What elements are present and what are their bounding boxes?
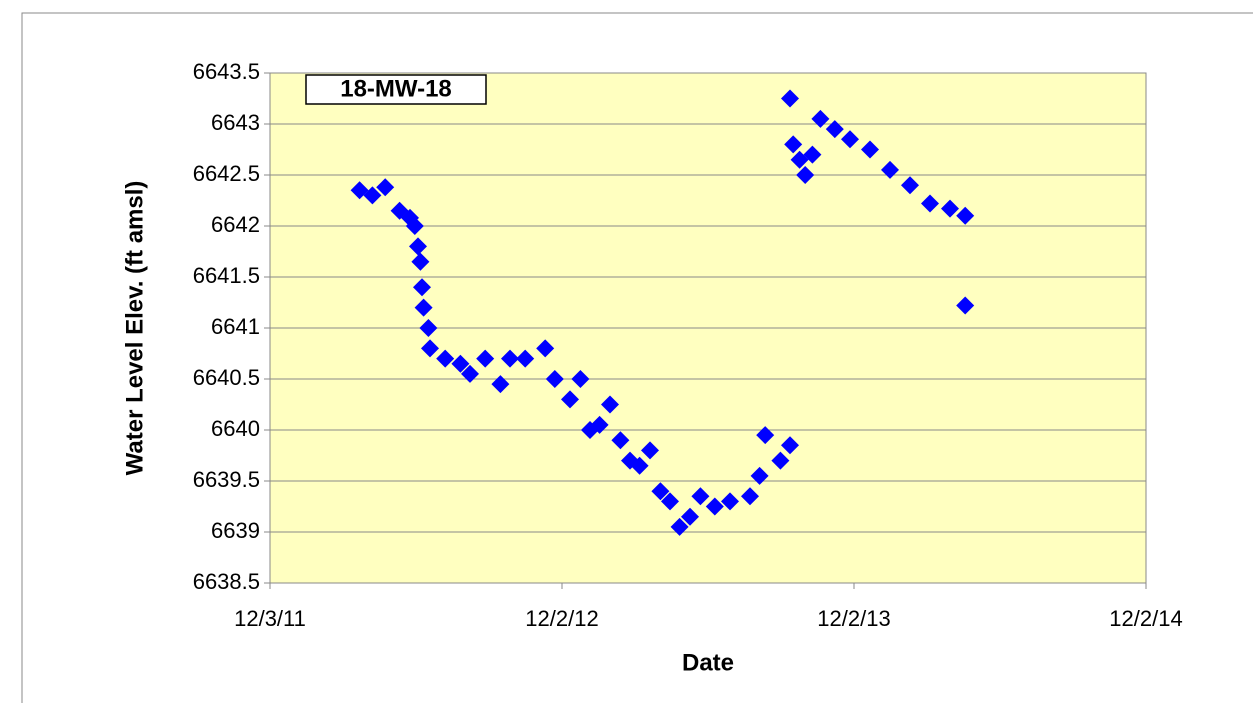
y-tick-label: 6641.5 xyxy=(193,263,260,288)
point xyxy=(516,349,535,368)
point xyxy=(741,487,759,506)
point xyxy=(670,517,689,536)
point xyxy=(436,349,455,368)
y-tick-label: 6639.5 xyxy=(193,467,260,492)
point xyxy=(409,237,427,256)
point xyxy=(414,298,433,317)
point xyxy=(451,354,470,373)
y-tick-label: 6638.5 xyxy=(193,569,260,594)
point xyxy=(956,296,975,315)
point xyxy=(611,431,630,450)
point xyxy=(825,120,844,139)
point xyxy=(756,426,775,445)
y-tick-label: 6643 xyxy=(211,110,260,135)
y-tick-label: 6642 xyxy=(211,212,260,237)
point xyxy=(476,349,495,368)
x-axis-title: Date xyxy=(682,649,734,676)
point xyxy=(811,109,830,128)
point xyxy=(956,206,975,225)
point xyxy=(691,487,710,506)
point xyxy=(803,145,822,164)
point xyxy=(461,364,479,383)
point xyxy=(419,319,438,337)
annotation-box xyxy=(305,74,487,105)
point xyxy=(881,160,899,179)
point xyxy=(796,166,815,184)
point xyxy=(363,186,382,205)
point xyxy=(630,456,649,475)
y-tick-label: 6643.5 xyxy=(193,59,260,84)
point xyxy=(921,194,939,213)
point xyxy=(501,349,519,368)
point xyxy=(376,178,395,197)
point xyxy=(545,370,564,388)
annotation: 18-MW-18 xyxy=(340,75,452,102)
point xyxy=(641,441,659,460)
y-tick-label: 6642.5 xyxy=(193,161,260,186)
x-tick-label: 12/3/11 xyxy=(234,606,306,631)
point xyxy=(536,339,555,358)
y-axis-title: Water Level Elev. (ft amsl) xyxy=(121,181,148,476)
y-tick-label: 6640.5 xyxy=(193,365,260,390)
point xyxy=(771,451,790,470)
point xyxy=(841,130,859,149)
point xyxy=(405,217,424,235)
y-tick-label: 6640 xyxy=(211,416,260,441)
x-tick-label: 12/2/13 xyxy=(817,606,890,631)
x-tick-label: 12/2/12 xyxy=(525,606,598,631)
x-tick-label: 12/2/14 xyxy=(1109,606,1182,631)
point xyxy=(651,482,670,501)
point xyxy=(781,436,799,455)
point xyxy=(941,199,959,218)
point xyxy=(861,140,879,159)
point xyxy=(413,278,431,297)
point xyxy=(601,395,619,414)
point xyxy=(421,339,439,358)
point xyxy=(411,252,430,271)
y-tick-label: 6641 xyxy=(211,314,260,339)
point xyxy=(721,492,739,511)
point xyxy=(491,375,510,394)
point xyxy=(781,89,799,108)
point xyxy=(590,415,609,434)
point xyxy=(561,390,579,409)
point xyxy=(901,176,919,195)
point xyxy=(681,507,699,526)
y-tick-label: 6639 xyxy=(211,518,260,543)
point xyxy=(705,497,724,516)
point xyxy=(750,466,769,485)
point xyxy=(784,135,803,154)
point xyxy=(661,492,679,511)
point xyxy=(571,370,590,388)
